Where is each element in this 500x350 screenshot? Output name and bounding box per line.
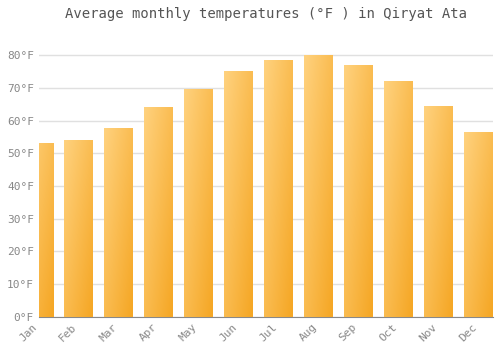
Title: Average monthly temperatures (°F ) in Qiryat Ata: Average monthly temperatures (°F ) in Qi… [65,7,467,21]
Bar [384,81,413,317]
Bar [264,60,293,317]
Bar [424,106,453,317]
Bar [24,144,53,317]
Bar [184,90,213,317]
Bar [104,129,133,317]
Bar [304,55,333,317]
Bar [344,65,373,317]
Bar [64,140,93,317]
Bar [464,132,493,317]
Bar [224,71,253,317]
Bar [144,107,173,317]
